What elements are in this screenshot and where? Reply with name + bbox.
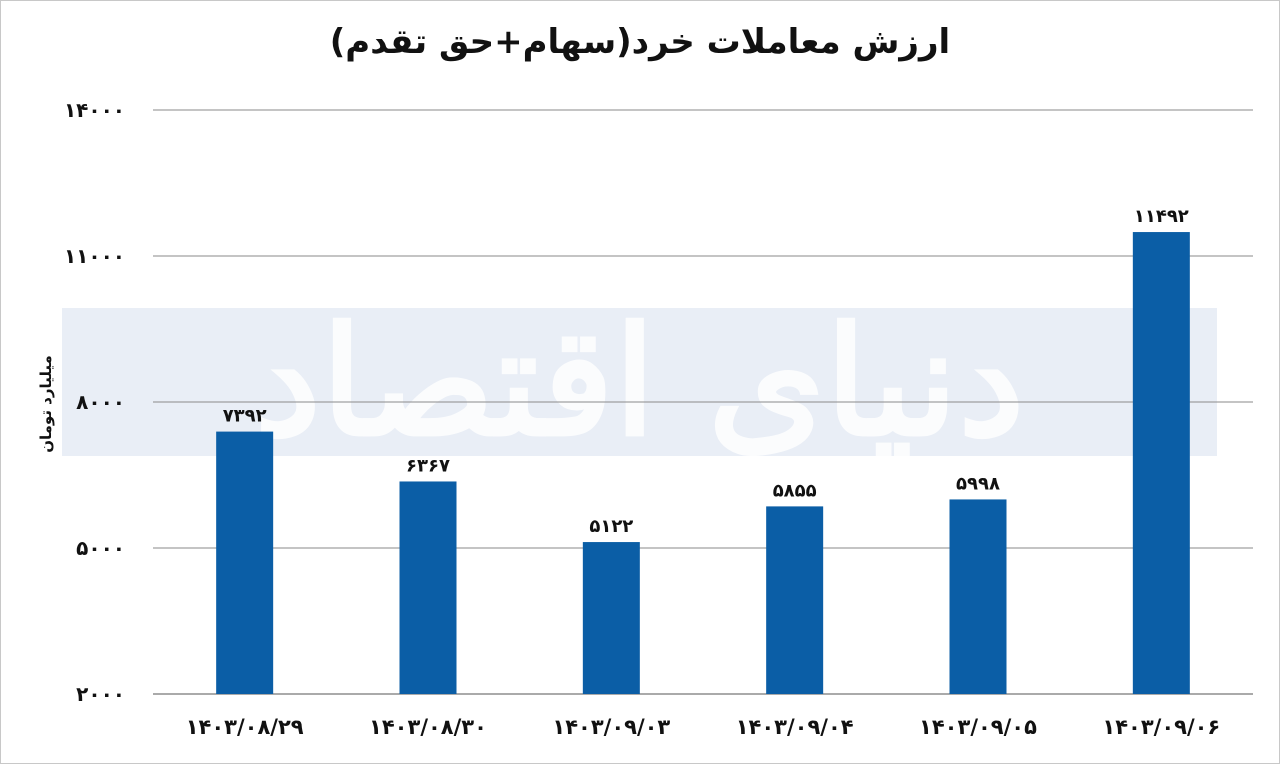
watermark-band: دنیای اقتصاد (62, 308, 1217, 456)
x-tick-label: ۱۴۰۳/۰۸/۳۰ (369, 715, 487, 739)
bar (1132, 232, 1190, 694)
chart-title: ارزش معاملات خرد(سهام+حق تقدم) (329, 22, 951, 62)
data-label: ۵۹۹۸ (956, 473, 1000, 494)
bar (399, 481, 457, 694)
x-tick-label: ۱۴۰۳/۰۹/۰۴ (736, 715, 854, 739)
y-tick-label: ۲۰۰۰ (76, 682, 125, 706)
data-label: ۵۸۵۵ (773, 480, 817, 501)
x-tick-label: ۱۴۰۳/۰۸/۲۹ (186, 715, 304, 739)
data-label: ۷۳۹۲ (223, 406, 267, 427)
watermark-logo: دنیای اقتصاد (254, 308, 1025, 456)
bars (216, 232, 1190, 694)
x-tick-label: ۱۴۰۳/۰۹/۰۶ (1102, 715, 1220, 739)
data-label: ۵۱۲۲ (589, 516, 633, 537)
y-tick-label: ۱۱۰۰۰ (64, 244, 125, 268)
bar (216, 431, 274, 694)
x-tick-labels: ۱۴۰۳/۰۸/۲۹ ۱۴۰۳/۰۸/۳۰ ۱۴۰۳/۰۹/۰۳ ۱۴۰۳/۰۹/۰۴… (186, 715, 1221, 739)
y-tick-label: ۸۰۰۰ (76, 390, 125, 414)
y-tick-label: ۱۴۰۰۰ (64, 98, 125, 122)
data-label: ۶۳۶۷ (406, 455, 450, 476)
bar (949, 499, 1007, 694)
bar (766, 506, 824, 694)
data-labels: ۷۳۹۲ ۶۳۶۷ ۵۱۲۲ ۵۸۵۵ ۵۹۹۸ ۱۱۴۹۲ (223, 206, 1189, 537)
x-tick-label: ۱۴۰۳/۰۹/۰۳ (552, 715, 670, 739)
y-tick-labels: ۲۰۰۰ ۵۰۰۰ ۸۰۰۰ ۱۱۰۰۰ ۱۴۰۰۰ (64, 98, 125, 706)
y-tick-label: ۵۰۰۰ (76, 536, 125, 560)
data-label: ۱۱۴۹۲ (1134, 206, 1189, 227)
x-tick-label: ۱۴۰۳/۰۹/۰۵ (919, 715, 1037, 739)
gridlines (153, 109, 1253, 695)
bar (582, 542, 640, 694)
